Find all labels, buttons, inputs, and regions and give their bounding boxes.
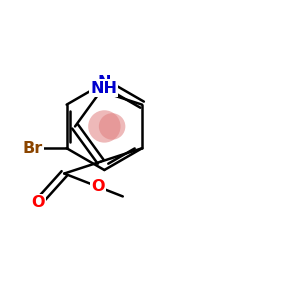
Text: NH: NH — [90, 81, 117, 96]
Text: O: O — [31, 196, 44, 211]
Circle shape — [99, 113, 125, 140]
Text: N: N — [98, 75, 111, 90]
Circle shape — [88, 110, 121, 142]
Text: Br: Br — [22, 141, 43, 156]
Text: O: O — [92, 179, 105, 194]
